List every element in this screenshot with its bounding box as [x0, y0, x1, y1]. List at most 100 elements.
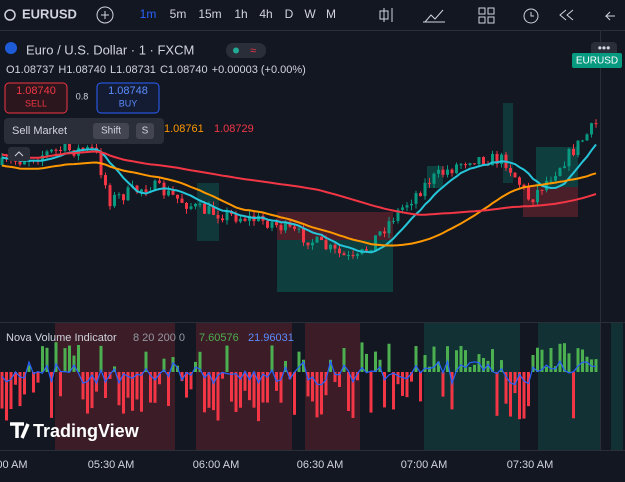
volume-bar [108, 372, 112, 379]
volume-bar [14, 372, 17, 385]
candle-body [522, 184, 526, 187]
volume-bar [68, 345, 71, 372]
volume-bar [185, 372, 188, 398]
indicator-name[interactable]: Nova Volume Indicator [6, 332, 117, 344]
candle-body [266, 220, 269, 228]
interval[interactable]: 1m [140, 7, 157, 21]
volume-bar [257, 372, 260, 422]
interval[interactable]: 4h [259, 7, 272, 21]
moving-average [1, 161, 597, 247]
moving-average [1, 150, 597, 216]
candle-body [153, 180, 157, 191]
candle-body [572, 148, 575, 155]
volume-bar [504, 372, 508, 404]
candle-body [167, 190, 170, 196]
candle-body [59, 149, 62, 151]
volume-bar [392, 372, 395, 410]
volume-bar [333, 372, 337, 383]
volume-bar [32, 372, 35, 393]
volume-bar [216, 372, 220, 421]
volume-bar [540, 349, 544, 372]
candle-body [563, 166, 566, 169]
time-label: 06:30 AM [297, 459, 343, 471]
symbol[interactable]: EURUSD [22, 6, 77, 21]
volume-bar [153, 372, 157, 403]
volume-bar [437, 361, 440, 372]
candle-body [113, 194, 116, 207]
candle-body [536, 189, 539, 203]
volume-bar [365, 353, 368, 372]
candle-body [68, 143, 71, 151]
candle-body [293, 226, 296, 229]
volume-bar [572, 372, 575, 419]
candle-body [441, 169, 445, 175]
volume-bar [50, 372, 53, 418]
volume-bar [410, 372, 413, 382]
candle-body [558, 168, 562, 176]
more-icon: ••• [598, 41, 611, 55]
interval[interactable]: M [326, 7, 336, 21]
add-symbol[interactable] [96, 6, 114, 24]
key-s [136, 123, 154, 139]
candle-body [248, 215, 251, 221]
interval[interactable]: 5m [170, 7, 187, 21]
search-icon[interactable] [4, 9, 16, 21]
volume-bar [0, 372, 4, 409]
candle-body [468, 163, 472, 165]
candle-body [581, 140, 584, 142]
key-label: Shift [101, 126, 121, 137]
volume-bar [36, 372, 40, 383]
volume-bar [320, 372, 323, 415]
collapse-icon [14, 151, 24, 157]
legend-title[interactable]: Euro / U.S. Dollar · 1 · FXCM [26, 42, 194, 57]
buy-button[interactable] [96, 82, 160, 114]
volume-bar [369, 372, 373, 413]
volume-bar [162, 358, 166, 372]
volume-bar [198, 351, 202, 372]
toolbar-icons[interactable] [379, 7, 615, 24]
badge-text: EURUSD [576, 56, 618, 67]
candle-body [225, 211, 229, 221]
candle-body [567, 148, 571, 167]
volume-bar [266, 372, 269, 403]
volume-bar [279, 372, 283, 403]
volume-bar [401, 372, 404, 396]
volume-bar [396, 372, 400, 385]
ohlc-value: C1.08740 [160, 64, 208, 76]
interval[interactable]: D [285, 7, 294, 21]
volume-bar [23, 372, 26, 395]
candle-body [320, 236, 323, 241]
interval[interactable]: 15m [198, 7, 221, 21]
ohlc-value: L1.08731 [110, 64, 156, 76]
volume-bar [18, 372, 22, 407]
volume-bar [225, 345, 229, 372]
collapse-button[interactable] [8, 147, 30, 161]
sell-button[interactable] [4, 82, 68, 114]
volume-bar [585, 356, 589, 372]
candle-body [50, 149, 53, 152]
interval[interactable]: W [304, 7, 316, 21]
volume-bar [423, 355, 427, 372]
time-label: 06:00 AM [193, 459, 239, 471]
volume-bar [203, 372, 206, 413]
candle-body [302, 228, 305, 243]
ohlc-value: H1.08740 [58, 64, 106, 76]
interval[interactable]: 1h [234, 7, 247, 21]
time-label: 00 AM [0, 459, 28, 471]
candle-body [63, 143, 67, 151]
volume-bar [81, 372, 85, 400]
candle-body [180, 198, 184, 203]
volume-bar [563, 343, 566, 372]
candle-body [410, 203, 413, 206]
candle-body [117, 194, 121, 196]
volume-bar [405, 372, 409, 398]
candle-body [378, 231, 382, 236]
volume-bar [221, 372, 224, 379]
candle-body [207, 206, 211, 214]
volume-bar [135, 372, 139, 400]
candle-body [491, 153, 494, 166]
candle-body [333, 244, 337, 249]
candle-body [590, 123, 593, 135]
candle-body [576, 140, 580, 155]
